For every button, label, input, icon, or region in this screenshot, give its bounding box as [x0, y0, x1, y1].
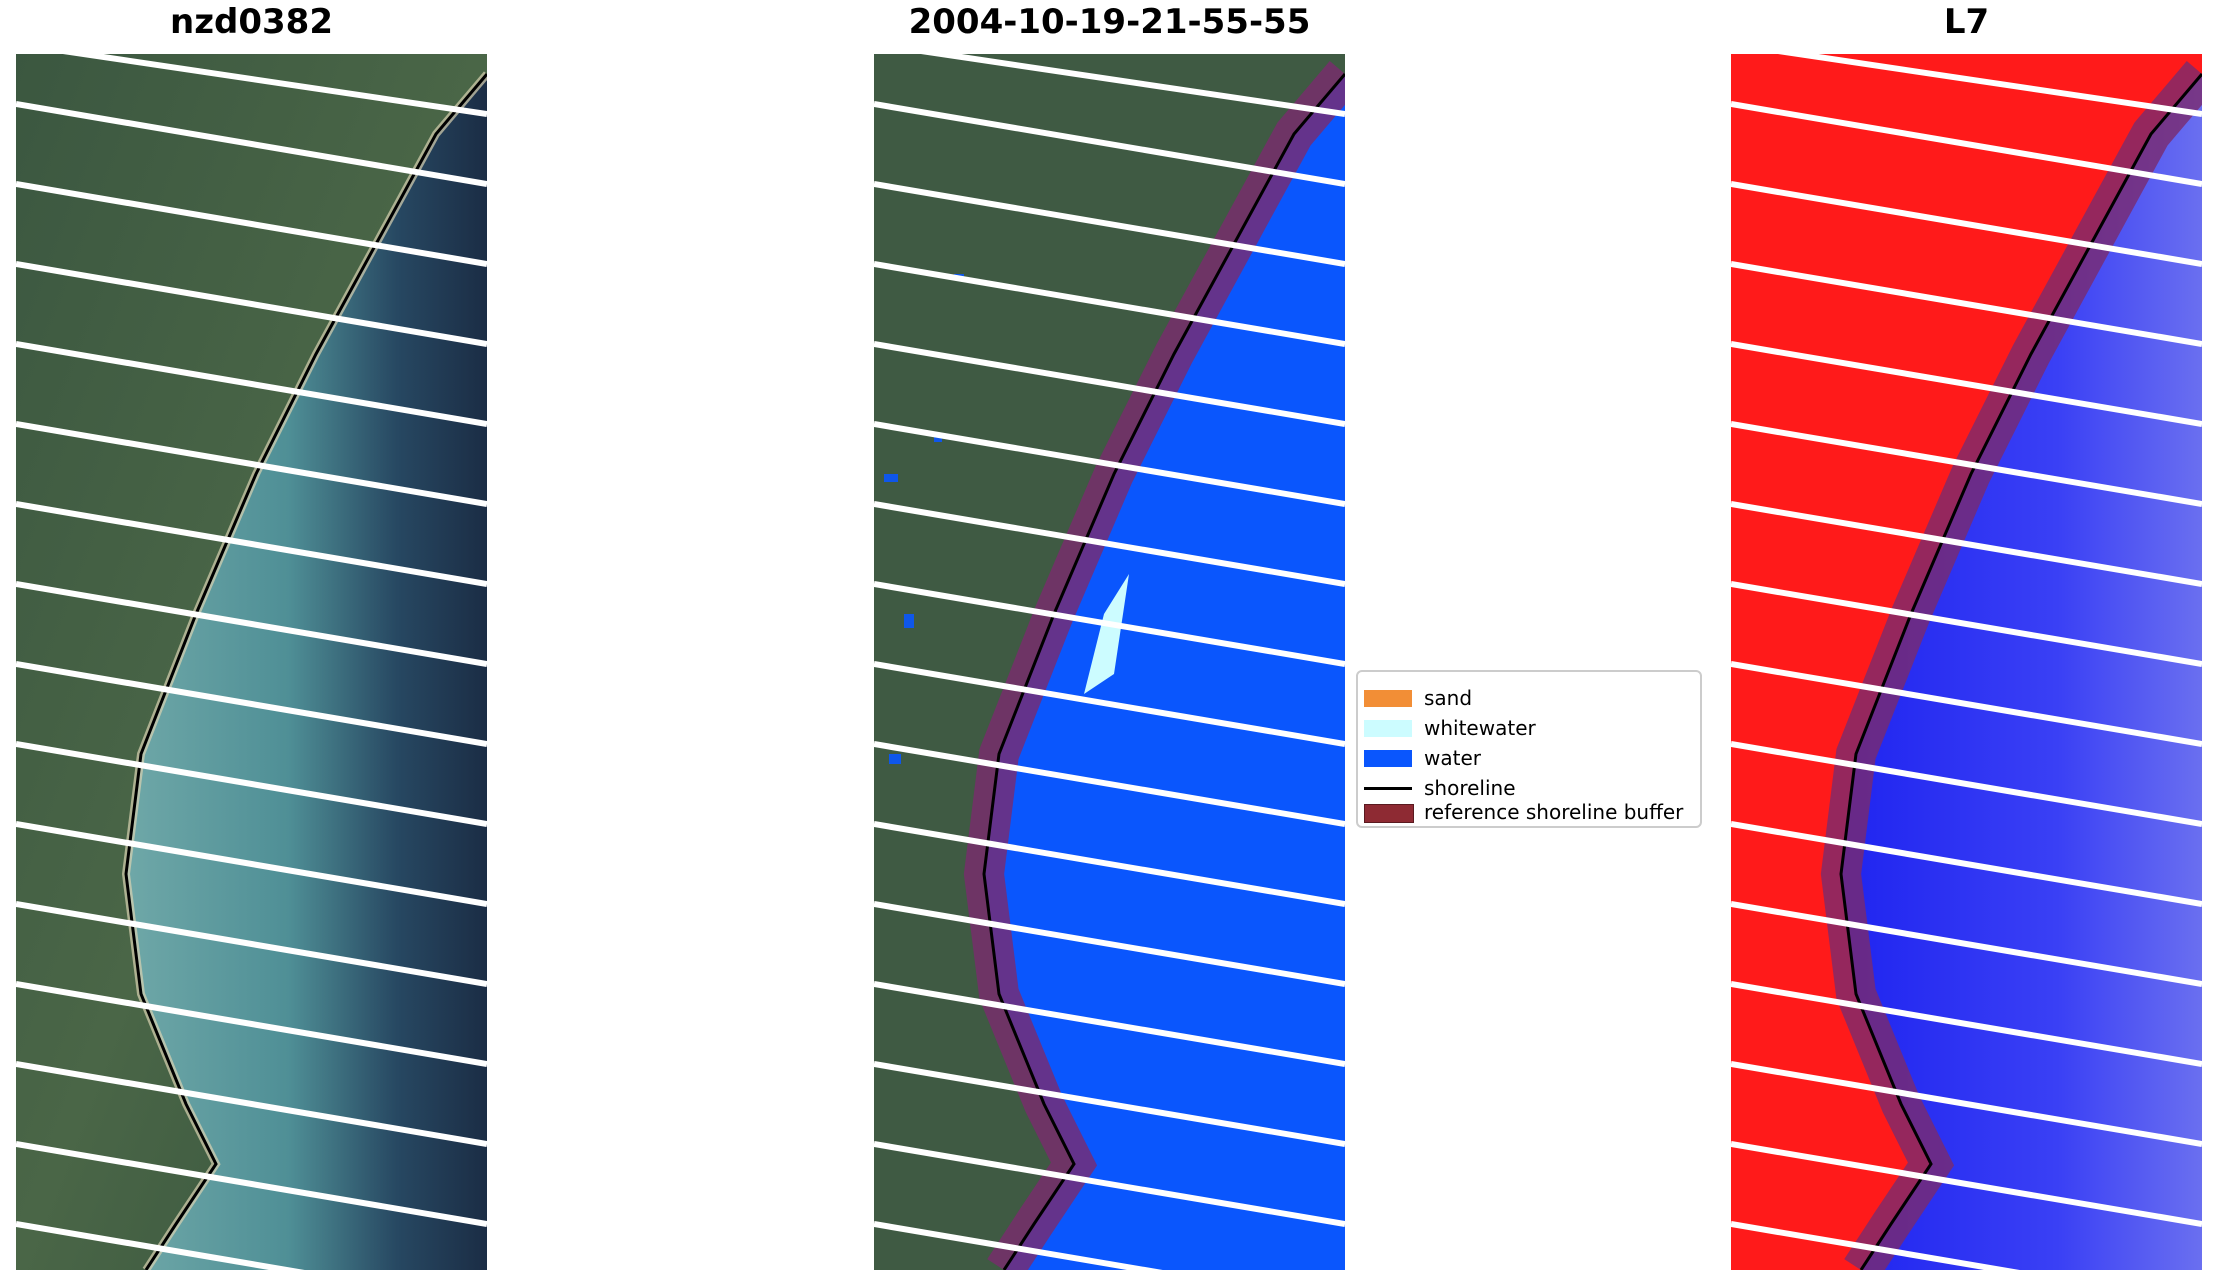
legend-swatch-sand [1364, 690, 1412, 707]
legend-swatch-whitewater [1364, 720, 1412, 737]
legend-label-water: water [1424, 746, 1481, 770]
legend-label-sand: sand [1424, 686, 1473, 710]
title-panel-1: nzd0382 [170, 2, 333, 42]
classified-image-panel [874, 54, 1345, 1270]
legend-swatch-water [1364, 750, 1412, 767]
legend-swatch-buffer [1364, 804, 1414, 823]
scan-stripes [874, 54, 1345, 1270]
classified-image [874, 54, 1345, 1270]
title-panel-2: 2004-10-19-21-55-55 [908, 2, 1311, 42]
legend: sand whitewater water shoreline referenc… [1356, 670, 1702, 828]
scan-stripes [1731, 54, 2202, 1270]
false-color-image-panel [1731, 54, 2202, 1270]
whitewater-patch [1084, 574, 1129, 694]
legend-label-buffer: reference shoreline buffer [1424, 800, 1684, 824]
rgb-image-panel [16, 54, 487, 1270]
rgb-image [16, 54, 487, 1270]
legend-label-shoreline: shoreline [1424, 776, 1516, 800]
false-color-image [1731, 54, 2202, 1270]
title-panel-3: L7 [1943, 2, 1990, 42]
legend-label-whitewater: whitewater [1424, 716, 1536, 740]
scan-stripes [16, 54, 487, 1270]
legend-swatch-shoreline [1364, 787, 1412, 790]
